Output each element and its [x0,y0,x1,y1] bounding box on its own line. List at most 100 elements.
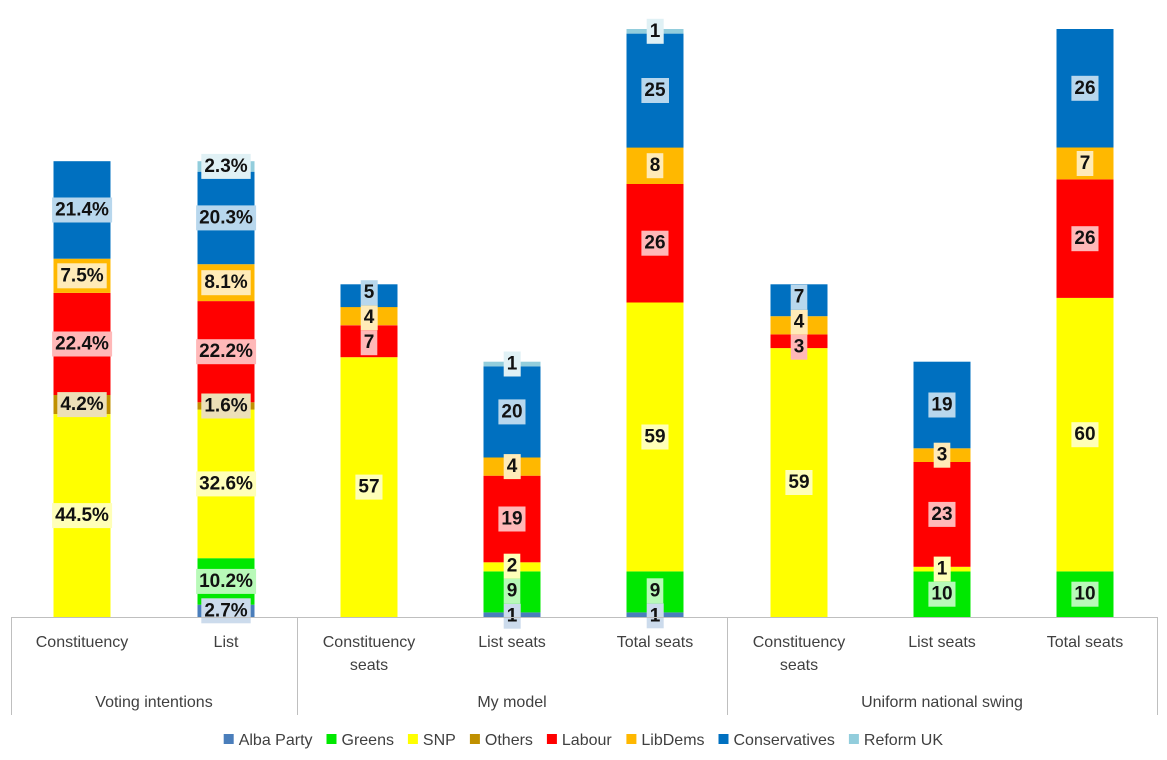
data-label-background [1071,75,1099,101]
legend-label: Reform UK [864,732,943,749]
data-label-background [360,305,378,331]
data-label-conservatives: 19 [928,392,956,418]
data-label-snp: 1 [933,556,951,582]
data-label-background [201,270,251,296]
data-label-text: 26 [1074,78,1095,99]
data-label-snp: 60 [1071,422,1099,448]
bar-voting-intentions-constituency [53,161,111,617]
data-label-background [933,442,951,468]
legend-item-alba-party: Alba Party [223,732,313,749]
data-label-text: 2.7% [204,600,247,621]
data-label-background [503,603,521,629]
data-label-background [790,334,808,360]
legend-swatch [718,734,729,744]
data-label-alba-party: 2.7% [201,598,251,624]
data-label-labour: 3 [790,334,808,360]
data-label-background [355,474,383,500]
data-label-text: 22.2% [199,341,253,362]
data-label-conservatives: 26 [1071,75,1099,101]
data-label-text: 1 [507,606,518,627]
data-label-libdems: 8 [646,153,664,179]
data-label-conservatives: 20 [498,399,526,425]
data-label-conservatives: 25 [641,78,669,103]
data-label-greens: 10 [1071,581,1099,607]
data-label-greens: 10 [928,581,956,607]
data-label-text: 7 [794,287,805,308]
data-label-background [201,393,251,419]
legend-label: LibDems [641,732,704,749]
data-label-background [1071,226,1099,252]
legend-swatch [848,734,859,744]
data-label-conservatives: 21.4% [52,197,113,223]
data-label-text: 19 [501,509,522,530]
data-labels-layer: 44.5% 4.2% 22.4% 7.5% 21.4% 2.7% 10.2% 32.6% 1.6… [52,18,1099,629]
data-label-background [196,471,257,497]
category-label: List seats [908,634,976,651]
data-label-alba-party: 1 [646,603,664,629]
data-label-background [646,578,664,604]
data-label-background [52,331,113,357]
data-label-text: 9 [507,581,518,602]
data-label-libdems: 3 [933,442,951,468]
data-label-text: 19 [931,395,952,416]
legend-swatch [407,734,418,744]
data-label-labour: 26 [1071,226,1099,252]
data-label-text: 26 [1074,228,1095,249]
data-label-text: 8.1% [204,272,247,293]
legend-item-snp: SNP [407,732,456,749]
data-label-background [1076,151,1094,176]
data-label-greens: 9 [646,578,664,604]
data-label-background [1071,422,1099,448]
data-label-background [933,556,951,582]
bar-my-model-total-seats [626,29,684,617]
data-label-labour: 22.2% [196,339,257,365]
data-label-background [785,470,813,495]
legend-item-conservatives: Conservatives [718,732,835,749]
legend-label: Conservatives [734,732,835,749]
legend-swatch [469,734,480,744]
data-label-snp: 32.6% [196,471,257,497]
data-label-reform-uk: 2.3% [201,153,251,179]
data-label-snp: 44.5% [52,503,113,529]
data-label-conservatives: 20.3% [196,205,257,231]
data-label-text: 20 [501,401,522,422]
data-label-text: 3 [794,337,805,358]
data-label-greens: 10.2% [196,568,257,594]
data-label-text: 26 [644,233,665,254]
bar-uniform-national-swing-total-seats [1056,29,1114,617]
data-label-background [1071,581,1099,607]
data-label-background [196,205,257,231]
data-label-others: 4.2% [57,392,107,418]
data-label-text: 8 [650,155,661,176]
legend-swatch [626,734,637,744]
data-label-reform-uk: 1 [646,18,664,44]
data-label-text: 4 [364,307,375,328]
data-label-background [360,280,378,306]
data-label-background [641,230,669,256]
data-label-snp: 59 [785,470,813,495]
data-label-conservatives: 7 [790,284,808,310]
data-label-text: 4.2% [60,394,103,415]
data-label-background [201,598,251,624]
data-label-background [928,501,956,527]
data-label-labour: 26 [641,230,669,256]
data-label-text: 9 [650,580,661,601]
legend-item-labour: Labour [546,732,612,749]
data-label-text: 10 [1074,584,1095,605]
data-label-others: 1.6% [201,393,251,419]
group-label: Voting intentions [95,694,212,711]
data-label-snp: 2 [503,553,521,579]
data-label-background [646,603,664,629]
data-label-text: 1 [650,605,661,626]
data-label-background [360,330,378,356]
bars-layer [53,29,1114,617]
legend-swatch [326,734,337,744]
data-label-text: 5 [364,282,375,303]
data-label-snp: 59 [641,424,669,450]
data-label-libdems: 7.5% [57,263,107,289]
legend-label: Alba Party [239,732,313,749]
data-label-text: 3 [937,445,948,466]
data-label-background [498,506,526,532]
data-label-background [498,399,526,425]
data-label-text: 22.4% [55,333,109,354]
